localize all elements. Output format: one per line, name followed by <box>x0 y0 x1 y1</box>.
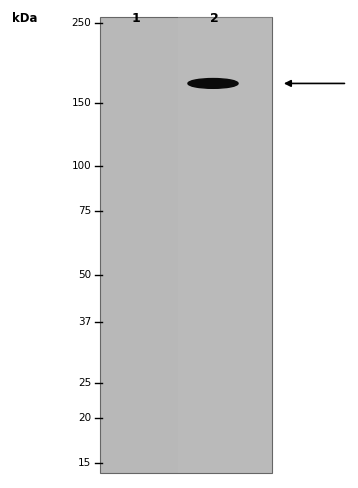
Text: 75: 75 <box>78 206 91 216</box>
Text: 15: 15 <box>78 458 91 468</box>
Ellipse shape <box>188 79 238 88</box>
Text: 37: 37 <box>78 317 91 326</box>
Bar <box>178 17 272 473</box>
Text: 150: 150 <box>72 98 91 108</box>
Text: 1: 1 <box>132 12 140 25</box>
Text: 100: 100 <box>72 162 91 171</box>
Text: 250: 250 <box>72 18 91 28</box>
Text: 20: 20 <box>78 413 91 423</box>
Text: 50: 50 <box>78 269 91 280</box>
Text: kDa: kDa <box>12 12 38 25</box>
Text: 2: 2 <box>211 12 219 25</box>
Text: 25: 25 <box>78 378 91 388</box>
Bar <box>100 17 272 473</box>
